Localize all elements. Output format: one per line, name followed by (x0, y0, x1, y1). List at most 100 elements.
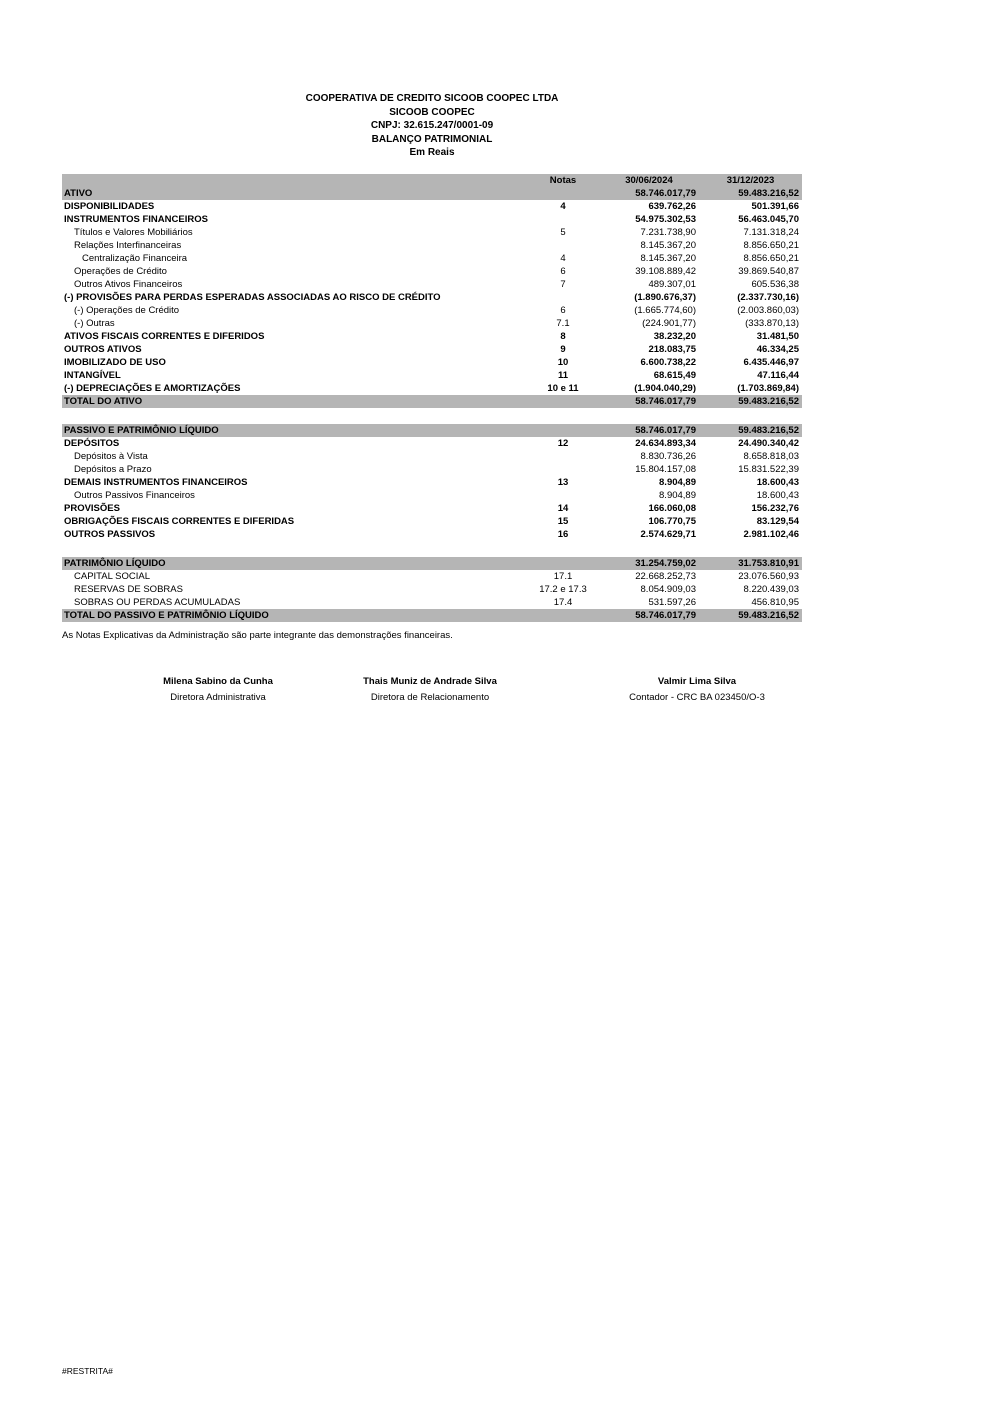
table-row: PASSIVO E PATRIMÔNIO LÍQUIDO 58.746.017,7… (62, 423, 802, 437)
row-value-2024: 24.634.893,34 (635, 437, 696, 449)
row-nota: 4 (560, 200, 566, 212)
restricted-watermark: #RESTRITA# (62, 1366, 113, 1376)
row-nota: 6 (560, 304, 566, 316)
table-row: (-) DEPRECIAÇÕES E AMORTIZAÇÕES 10 e 11 (1… (62, 382, 802, 395)
row-value-2023: 501.391,66 (751, 200, 799, 212)
row-nota: 14 (557, 502, 569, 514)
row-value-2024: 39.108.889,42 (635, 265, 696, 277)
row-value-2023: 456.810,95 (751, 596, 799, 608)
document-content: COOPERATIVA DE CREDITO SICOOB COOPEC LTD… (62, 92, 802, 622)
table-row: ATIVO 58.746.017,79 59.483.216,52 (62, 186, 802, 200)
row-label: PASSIVO E PATRIMÔNIO LÍQUIDO (64, 424, 219, 436)
row-nota: 6 (560, 265, 566, 277)
row-nota: 10 e 11 (547, 382, 579, 394)
row-label: TOTAL DO ATIVO (64, 395, 143, 407)
row-nota: 10 (557, 356, 569, 368)
row-nota: 16 (557, 528, 569, 540)
explanatory-note: As Notas Explicativas da Administração s… (62, 630, 453, 641)
row-value-2023: 7.131.318,24 (743, 226, 799, 238)
row-value-2023: 2.981.102,46 (743, 528, 799, 540)
table-header-row: Notas 30/06/2024 31/12/2023 (62, 173, 802, 187)
row-value-2024: 7.231.738,90 (640, 226, 696, 238)
table-row: TOTAL DO ATIVO 58.746.017,79 59.483.216,52 (62, 394, 802, 408)
signatory-name: Thais Muniz de Andrade Silva (363, 676, 497, 687)
row-label: Relações Interfinanceiras (74, 239, 182, 251)
table-body: ATIVO 58.746.017,79 59.483.216,52 DISPONIBI… (62, 186, 802, 622)
row-label: CAPITAL SOCIAL (74, 570, 151, 582)
signature-block-relationship-director: Thais Muniz de Andrade Silva Diretora de… (320, 676, 540, 703)
table-row: ATIVOS FISCAIS CORRENTES E DIFERIDOS 8 38.… (62, 330, 802, 343)
table-row: INSTRUMENTOS FINANCEIROS 54.975.302,53 56.… (62, 213, 802, 226)
row-value-2024: (1.665.774,60) (634, 304, 696, 316)
row-nota: 17.4 (553, 596, 573, 608)
row-value-2024: (1.904.040,29) (634, 382, 696, 394)
row-value-2023: (333.870,13) (745, 317, 799, 329)
statement-title: BALANÇO PATRIMONIAL (371, 133, 493, 145)
row-nota: 7.1 (556, 317, 570, 329)
table-row: OUTROS PASSIVOS 16 2.574.629,71 2.981.102,4… (62, 528, 802, 541)
row-value-2024: 8.145.367,20 (640, 252, 696, 264)
row-label: OUTROS PASSIVOS (64, 528, 156, 540)
row-value-2023: 59.483.216,52 (738, 187, 799, 199)
table-row: Outros Passivos Financeiros 8.904,89 18.60… (62, 489, 802, 502)
table-row: Relações Interfinanceiras 8.145.367,20 8.8… (62, 239, 802, 252)
row-nota: 4 (560, 252, 566, 264)
row-label: DEMAIS INSTRUMENTOS FINANCEIROS (64, 476, 248, 488)
table-row: Títulos e Valores Mobiliários 5 7.231.738,… (62, 226, 802, 239)
row-value-2023: 605.536,38 (751, 278, 799, 290)
row-value-2023: 59.483.216,52 (738, 609, 799, 621)
table-row: INTANGÍVEL 11 68.615,49 47.116,44 (62, 369, 802, 382)
row-value-2023: 23.076.560,93 (738, 570, 799, 582)
row-nota: 8 (560, 330, 566, 342)
row-value-2023: 8.220.439,03 (743, 583, 799, 595)
row-nota: 12 (557, 437, 569, 449)
row-label: IMOBILIZADO DE USO (64, 356, 166, 368)
row-label: OUTROS ATIVOS (64, 343, 142, 355)
table-row: TOTAL DO PASSIVO E PATRIMÔNIO LÍQUIDO 58.… (62, 608, 802, 622)
row-value-2024: 31.254.759,02 (635, 557, 696, 569)
row-nota: 17.1 (553, 570, 573, 582)
row-label: Outros Passivos Financeiros (74, 489, 195, 501)
row-value-2024: 106.770,75 (648, 515, 696, 527)
row-value-2023: (2.337.730,16) (737, 291, 799, 303)
row-value-2024: 639.762,26 (648, 200, 696, 212)
row-value-2023: 156.232,76 (751, 502, 799, 514)
row-value-2024: 8.904,89 (659, 489, 696, 501)
header-date-2024: 30/06/2024 (625, 174, 673, 186)
table-row: (-) PROVISÕES PARA PERDAS ESPERADAS ASSO… (62, 291, 802, 304)
row-value-2024: (1.890.676,37) (634, 291, 696, 303)
row-value-2024: 58.746.017,79 (635, 609, 696, 621)
row-value-2024: 68.615,49 (653, 369, 696, 381)
row-value-2023: 83.129,54 (756, 515, 799, 527)
table-row: Centralização Financeira 4 8.145.367,20 8.8… (62, 252, 802, 265)
company-short-name: SICOOB COOPEC (389, 106, 475, 118)
row-label: DEPÓSITOS (64, 437, 120, 449)
row-value-2024: 58.746.017,79 (635, 395, 696, 407)
row-value-2023: (1.703.869,84) (737, 382, 799, 394)
table-row: SOBRAS OU PERDAS ACUMULADAS 17.4 531.597,2… (62, 596, 802, 609)
signatory-title: Diretora Administrativa (170, 692, 266, 703)
header-notas: Notas (549, 174, 577, 186)
table-row: OUTROS ATIVOS 9 218.083,75 46.334,25 (62, 343, 802, 356)
row-label: (-) PROVISÕES PARA PERDAS ESPERADAS ASSO… (64, 291, 441, 303)
row-nota: 5 (560, 226, 566, 238)
table-row: IMOBILIZADO DE USO 10 6.600.738,22 6.435.44… (62, 356, 802, 369)
row-value-2023: 8.856.650,21 (743, 252, 799, 264)
row-nota: 13 (557, 476, 569, 488)
row-value-2023: 6.435.446,97 (743, 356, 799, 368)
row-value-2023: 8.658.818,03 (743, 450, 799, 462)
row-value-2024: 58.746.017,79 (635, 187, 696, 199)
row-label: INSTRUMENTOS FINANCEIROS (64, 213, 208, 225)
row-value-2024: 8.054.909,03 (640, 583, 696, 595)
row-value-2024: 166.060,08 (648, 502, 696, 514)
row-label: OBRIGAÇÕES FISCAIS CORRENTES E DIFERIDAS (64, 515, 295, 527)
row-nota: 7 (560, 278, 566, 290)
row-value-2023: (2.003.860,03) (737, 304, 799, 316)
row-value-2024: 58.746.017,79 (635, 424, 696, 436)
table-row: Outros Ativos Financeiros 7 489.307,01 605.… (62, 278, 802, 291)
row-value-2023: 31.753.810,91 (738, 557, 799, 569)
currency-note: Em Reais (409, 147, 455, 158)
row-value-2024: 218.083,75 (648, 343, 696, 355)
row-value-2024: 38.232,20 (653, 330, 696, 342)
